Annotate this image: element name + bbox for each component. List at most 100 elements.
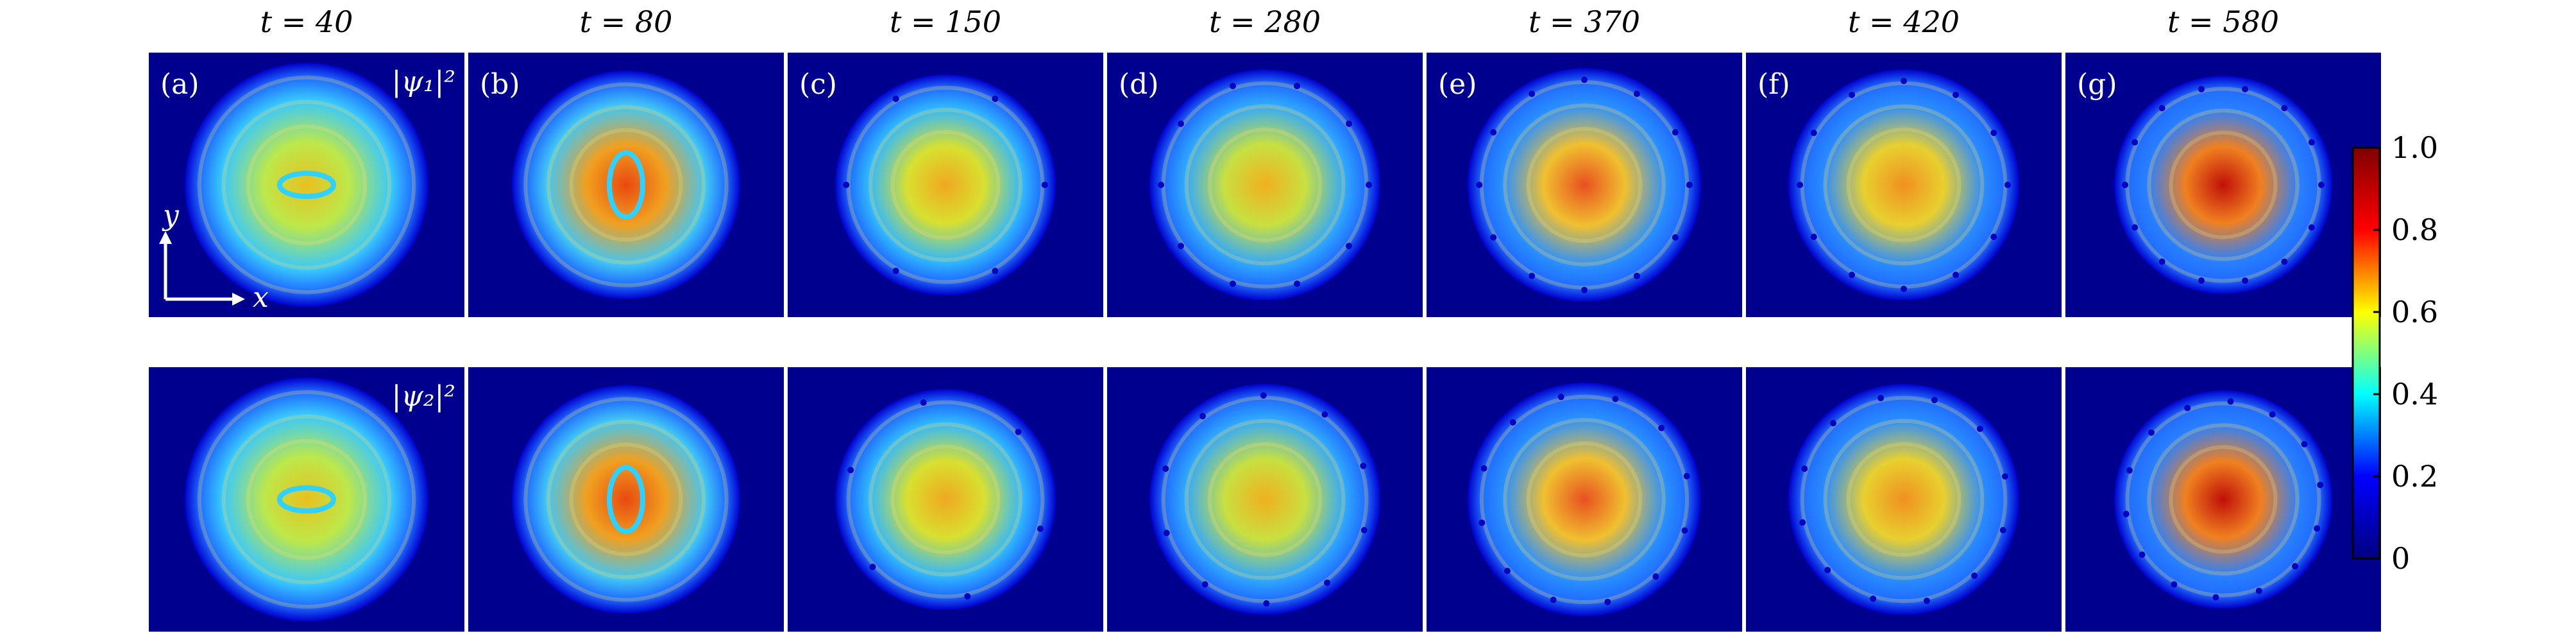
vortex-dot — [1504, 567, 1511, 575]
vortex-dot — [1321, 411, 1328, 418]
vortex-dot — [1824, 567, 1831, 574]
vortex-dot — [2308, 224, 2315, 231]
condensate-density — [1788, 384, 2019, 615]
vortex-dot — [1923, 597, 1930, 604]
vortex-dot — [2139, 551, 2146, 558]
time-label: t = 80 — [580, 4, 673, 39]
vortex-dot — [1490, 129, 1497, 136]
vortex-dot — [1177, 120, 1184, 127]
vortex-dot — [1158, 182, 1164, 188]
vortex-dot — [2122, 182, 2128, 188]
vortex-dot — [1360, 462, 1367, 469]
colorbar-tick-label: 0 — [2391, 541, 2410, 576]
vortex-dot — [1581, 76, 1588, 83]
colorbar-scale — [2351, 146, 2381, 560]
vortex-dot — [1346, 243, 1353, 250]
density-panel — [149, 367, 464, 632]
vortex-dot — [1870, 595, 1877, 602]
vortex-dot — [2171, 581, 2178, 588]
vortex-dot — [869, 564, 876, 571]
vortex-dot — [1976, 425, 1983, 432]
vortex-dot — [1799, 519, 1806, 526]
panel-label: (f) — [1758, 68, 1790, 101]
vortex-dot — [964, 592, 971, 600]
vortex-dot — [1604, 598, 1611, 605]
vortex-dot — [1810, 130, 1817, 136]
density-panel — [468, 367, 784, 632]
condensate-density — [2114, 390, 2332, 609]
density-panel: (d) — [1107, 53, 1423, 317]
condensate-density — [512, 71, 740, 299]
vortex-dot — [1990, 130, 1997, 136]
vortex-dot — [1901, 286, 1907, 292]
y-axis-label: y — [162, 199, 180, 232]
condensate-density — [1149, 384, 1380, 615]
vortex-dot — [892, 268, 899, 275]
vortex-dot — [2242, 85, 2249, 92]
colorbar-tick-label: 0.4 — [2391, 377, 2438, 411]
vortex-dot — [1829, 420, 1836, 427]
vortex-dot — [2281, 258, 2288, 265]
vortex-dot — [843, 182, 850, 188]
vortex-dot — [2292, 563, 2299, 570]
density-panel — [1746, 367, 2062, 632]
panel-label: (g) — [2077, 68, 2117, 101]
vortex-dot — [1612, 395, 1619, 402]
vortex-dot — [1360, 526, 1368, 533]
vortex-dot — [1162, 465, 1169, 472]
vortex-dot — [1041, 182, 1048, 188]
time-label: t = 40 — [260, 4, 353, 39]
vortex-dot — [2318, 182, 2325, 188]
vortex-dot — [1177, 243, 1184, 250]
vortex-dot — [1529, 272, 1536, 279]
vortex-dot — [1366, 182, 1372, 188]
condensate-density — [835, 74, 1056, 295]
vortex-dot — [1260, 392, 1267, 399]
vortex-dot — [2158, 258, 2165, 265]
panel-label: (b) — [480, 68, 520, 101]
vortex-dot — [2242, 277, 2249, 284]
condensate-density — [185, 63, 428, 307]
vortex-dot — [1931, 397, 1938, 404]
vortex-dot — [1346, 120, 1353, 127]
vortex-dot — [1681, 527, 1688, 534]
vortex-dot — [2126, 467, 2133, 474]
vortex-dot — [892, 95, 899, 102]
central-vortex-pair — [277, 171, 336, 199]
vortex-dot — [2314, 525, 2321, 532]
vortex-dot — [1849, 91, 1855, 98]
density-panel: (e) — [1427, 53, 1742, 317]
vortex-dot — [1490, 234, 1497, 241]
vortex-dot — [2198, 85, 2205, 92]
vortex-dot — [1324, 579, 1331, 586]
vortex-dot — [1509, 419, 1516, 426]
vortex-dot — [2184, 404, 2191, 411]
central-vortex-pair — [277, 485, 336, 514]
vortex-dot — [1971, 572, 1978, 579]
colorbar-tick-label: 1.0 — [2391, 130, 2438, 165]
panel-label: (c) — [799, 68, 837, 101]
time-label: t = 420 — [1848, 4, 1960, 39]
vortex-dot — [1999, 526, 2006, 533]
density-panel: (c) — [788, 53, 1103, 317]
density-panel: (g) — [2065, 53, 2381, 317]
vortex-dot — [1581, 286, 1588, 293]
time-label: t = 150 — [890, 4, 1001, 39]
vortex-dot — [1849, 272, 1855, 279]
vortex-dot — [1990, 234, 1997, 240]
density-panel — [1427, 367, 1742, 632]
vortex-dot — [1686, 182, 1693, 188]
vortex-dot — [1037, 525, 1044, 532]
vortex-dot — [2212, 594, 2219, 601]
vortex-dot — [1801, 465, 1808, 472]
colorbar: 1.0 0.8 0.6 0.4 0.2 0 — [2351, 130, 2438, 576]
row-label: |ψ₂|² — [392, 380, 455, 413]
vortex-dot — [1163, 530, 1170, 537]
vortex-dot — [2198, 277, 2205, 284]
vortex-dot — [1633, 91, 1640, 98]
vortex-dot — [2123, 510, 2130, 517]
vortex-dot — [2308, 139, 2315, 146]
vortex-dot — [1480, 465, 1487, 472]
vortex-dot — [2269, 411, 2276, 418]
density-panel: (a) — [149, 53, 464, 317]
